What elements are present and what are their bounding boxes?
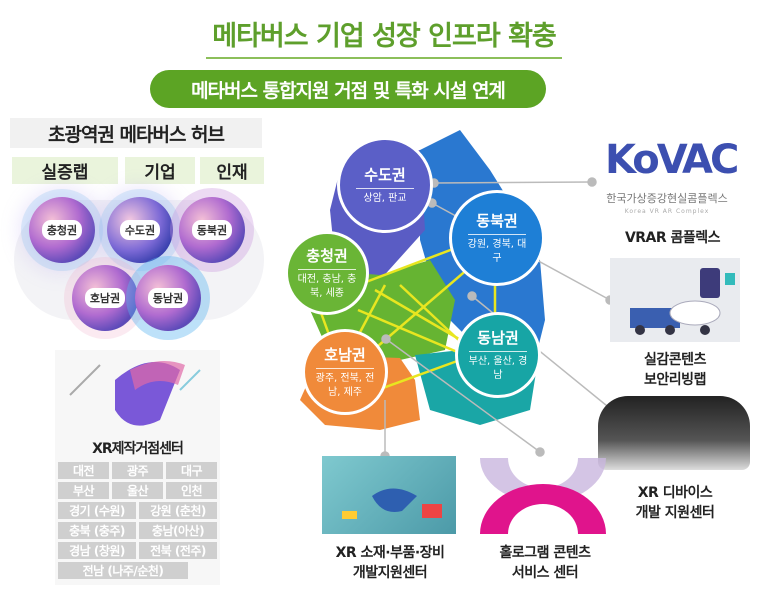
xr-center-city: 전남 (나주/순천) — [58, 562, 188, 579]
category-talent: 인재 — [200, 157, 264, 184]
xr-center-city: 대구 — [166, 462, 217, 479]
xr-center-city: 울산 — [112, 482, 163, 499]
xr-headset-image — [598, 396, 750, 470]
hub-title: 초광역권 메타버스 허브 — [10, 118, 262, 148]
label-line: 개발지원센터 — [352, 565, 428, 581]
hub-orb-sudo: 수도권 — [107, 197, 173, 263]
label-line: 개발 지원센터 — [635, 505, 715, 521]
label-line: 실감콘텐츠 — [644, 352, 706, 368]
category-company: 기업 — [125, 157, 195, 184]
category-lab: 실증랩 — [12, 157, 118, 184]
xr-center-city: 경기 (수원) — [58, 502, 136, 519]
materials-center-image — [322, 456, 456, 534]
page-title-wrap: 메타버스 기업 성장 인프라 확충 — [0, 14, 768, 59]
xr-center-city: 전북 (전주) — [139, 542, 217, 559]
orb-label: 충청권 — [41, 220, 83, 240]
vrar-label: VRAR 콤플렉스 — [624, 230, 721, 246]
xr-center-city: 경남 (창원) — [58, 542, 136, 559]
hub-orb-dongnam: 동남권 — [135, 265, 201, 331]
xr-center-city: 인천 — [166, 482, 217, 499]
orb-label: 호남권 — [84, 288, 126, 308]
xr-center-title: XR제작거점센터 — [92, 441, 184, 457]
security-lab-image — [610, 258, 740, 342]
xr-center-city: 강원 (춘천) — [139, 502, 217, 519]
hub-orb-honam: 호남권 — [72, 265, 138, 331]
kovac-logo: KoVAC — [605, 137, 739, 183]
subtitle-banner: 메타버스 통합지원 거점 및 특화 시설 연계 — [150, 70, 546, 108]
orb-label: 동남권 — [147, 288, 189, 308]
hub-orb-dongbuk: 동북권 — [179, 197, 245, 263]
region-name: 동남권 — [469, 327, 527, 352]
region-detail: 강원, 경북, 대구 — [467, 239, 527, 264]
region-detail: 상암, 판교 — [363, 193, 407, 204]
label-line: XR 디바이스 — [637, 485, 713, 501]
label-line: 홀로그램 콘텐츠 — [499, 545, 591, 561]
xr-center-city: 충남(아산) — [139, 522, 217, 539]
hub-orb-chungcheong: 충청권 — [29, 197, 95, 263]
label-line: XR 소재·부품·장비 — [335, 545, 445, 561]
xr-center-graphic — [69, 361, 201, 426]
region-name: 수도권 — [356, 164, 414, 189]
kovac-name: 한국가상증강현실콤플렉스 — [606, 192, 728, 205]
page-title: 메타버스 기업 성장 인프라 확충 — [206, 14, 562, 59]
orb-label: 수도권 — [119, 220, 161, 240]
region-name: 충청권 — [298, 245, 356, 270]
kovac-english: Korea VR AR Complex — [624, 208, 710, 215]
xr-center-city: 충북 (충주) — [58, 522, 136, 539]
region-name: 호남권 — [316, 344, 374, 369]
xr-center-city: 부산 — [58, 482, 109, 499]
orb-label: 동북권 — [191, 220, 233, 240]
region-detail: 광주, 전북, 전남, 제주 — [315, 373, 375, 398]
region-name: 동북권 — [468, 210, 526, 235]
xr-center-city: 광주 — [112, 462, 163, 479]
label-line: 서비스 센터 — [511, 565, 579, 581]
region-detail: 부산, 울산, 경남 — [468, 356, 528, 381]
label-line: 보안리빙랩 — [644, 372, 706, 388]
hologram-logo — [480, 458, 606, 534]
xr-center-city: 대전 — [58, 462, 109, 479]
region-detail: 대전, 충남, 충북, 세종 — [297, 274, 357, 299]
